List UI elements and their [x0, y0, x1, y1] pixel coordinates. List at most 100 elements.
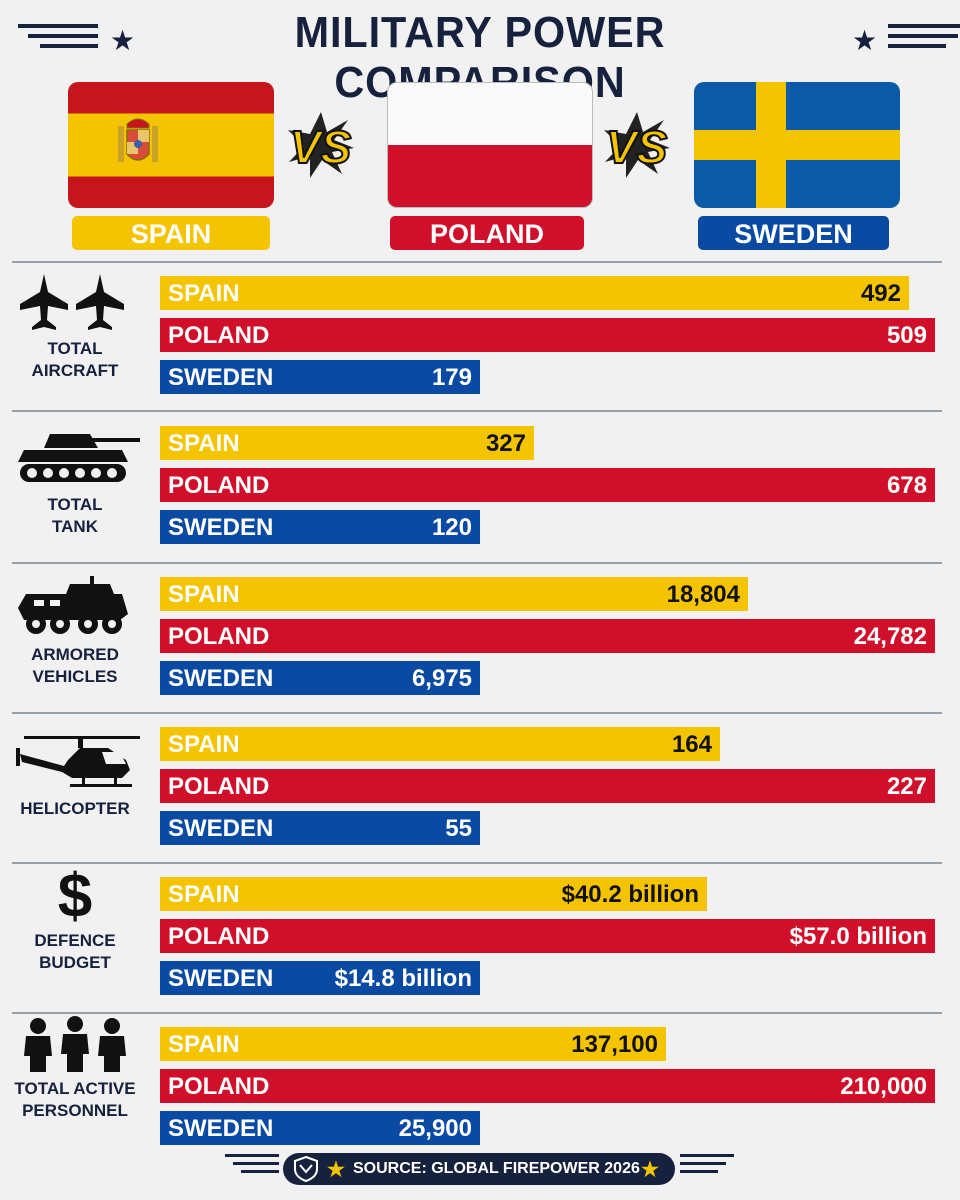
spain-nameplate: SPAIN [72, 216, 270, 250]
header-stripes-left [18, 24, 98, 54]
bar-label: SPAIN [168, 430, 240, 457]
bar-poland: POLAND 227 [160, 769, 935, 803]
bar-spain: SPAIN 492 [160, 276, 909, 310]
footer-stripes-right [680, 1154, 734, 1178]
category-label-line: HELICOPTER [20, 799, 130, 818]
bar-poland: POLAND 210,000 [160, 1069, 935, 1103]
category-label: HELICOPTER [10, 798, 140, 820]
bar-spain: SPAIN 327 [160, 426, 534, 460]
bar-label: POLAND [168, 472, 270, 499]
bar-sweden: SWEDEN 179 [160, 360, 480, 394]
coat-of-arms-icon [118, 118, 158, 162]
bar-sweden: SWEDEN 25,900 [160, 1111, 480, 1145]
category-label-line: ARMORED [31, 645, 119, 664]
star-icon: ★ [852, 25, 878, 56]
bar-label: SWEDEN [168, 815, 274, 842]
bar-value-label: 137,100 [571, 1031, 658, 1058]
tank-icon [18, 434, 140, 482]
section-divider [12, 1012, 942, 1014]
bar-value-label: $57.0 billion [789, 923, 927, 950]
bar-label: POLAND [168, 773, 270, 800]
category-label-line: AIRCRAFT [31, 361, 119, 380]
bar-label: SPAIN [168, 1031, 240, 1058]
bar-value-label: 210,000 [840, 1073, 927, 1100]
bar-label: SWEDEN [168, 514, 274, 541]
source-text: SOURCE: GLOBAL FIREPOWER 2026 [353, 1160, 640, 1177]
bar-poland: POLAND 24,782 [160, 619, 935, 653]
section-divider [12, 261, 942, 263]
category-label-line: TOTAL [47, 339, 103, 358]
bar-poland: POLAND 678 [160, 468, 935, 502]
category-label: TOTAL TANK [10, 494, 140, 538]
shield-icon [294, 1156, 318, 1182]
section-divider [12, 862, 942, 864]
bar-sweden: SWEDEN 120 [160, 510, 480, 544]
helicopter-icon [16, 736, 140, 787]
section-divider [12, 712, 942, 714]
burst-icon [288, 112, 354, 178]
bar-value-label: 327 [485, 430, 526, 457]
fighter-jet-icon [20, 274, 124, 330]
bar-poland: POLAND $57.0 billion [160, 919, 935, 953]
bar-spain: SPAIN $40.2 billion [160, 877, 707, 911]
category-label-line: VEHICLES [32, 667, 118, 686]
bar-value-label: 227 [886, 773, 927, 800]
bar-label: SPAIN [168, 581, 240, 608]
vs-label: VS [289, 120, 352, 174]
bar-value-label: 678 [886, 472, 927, 499]
bar-sweden: SWEDEN $14.8 billion [160, 961, 480, 995]
bar-label: POLAND [168, 322, 270, 349]
bar-label: POLAND [168, 623, 270, 650]
bar-label: SWEDEN [168, 965, 274, 992]
bar-sweden: SWEDEN 55 [160, 811, 480, 845]
header-stripes-right [888, 24, 960, 54]
category-label-line: TOTAL ACTIVE [14, 1079, 136, 1098]
bar-label: POLAND [168, 1073, 270, 1100]
bar-label: SWEDEN [168, 1115, 274, 1142]
vs-label: VS [605, 120, 668, 174]
poland-nameplate: POLAND [390, 216, 584, 250]
bar-spain: SPAIN 18,804 [160, 577, 748, 611]
bar-label: SPAIN [168, 881, 240, 908]
bar-sweden: SWEDEN 6,975 [160, 661, 480, 695]
dollar-icon: $ [57, 862, 93, 931]
sweden-nameplate: SWEDEN [698, 216, 889, 250]
bar-value-label: 492 [860, 280, 901, 307]
source-footer: ★ SOURCE: GLOBAL FIREPOWER 2026 ★ [283, 1153, 675, 1185]
category-label: TOTAL AIRCRAFT [10, 338, 140, 382]
soldiers-icon [24, 1016, 126, 1072]
bar-value-label: $40.2 billion [561, 881, 699, 908]
bar-value-label: 24,782 [853, 623, 927, 650]
category-label-line: TANK [52, 517, 98, 536]
bar-label: SWEDEN [168, 364, 274, 391]
star-icon: ★ [110, 25, 136, 56]
category-label-line: BUDGET [39, 953, 111, 972]
section-divider [12, 562, 942, 564]
bar-value-label: 120 [431, 514, 472, 541]
sweden-flag [694, 82, 900, 208]
spain-flag [68, 82, 274, 208]
star-icon: ★ [327, 1159, 345, 1181]
star-icon: ★ [641, 1159, 659, 1181]
bar-value-label: 509 [886, 322, 927, 349]
footer-stripes-left [225, 1154, 279, 1178]
bar-value-label: 6,975 [411, 665, 472, 692]
category-label-line: PERSONNEL [22, 1101, 128, 1120]
bar-label: SPAIN [168, 280, 240, 307]
category-label-line: DEFENCE [34, 931, 116, 950]
bar-value-label: 179 [431, 364, 472, 391]
bar-poland: POLAND 509 [160, 318, 935, 352]
bar-label: POLAND [168, 923, 270, 950]
category-label-line: TOTAL [47, 495, 103, 514]
category-label: ARMORED VEHICLES [10, 644, 140, 688]
bar-value-label: 18,804 [666, 581, 740, 608]
category-label: TOTAL ACTIVE PERSONNEL [10, 1078, 140, 1122]
bar-value-label: 164 [671, 731, 712, 758]
bar-value-label: $14.8 billion [334, 965, 472, 992]
bar-spain: SPAIN 164 [160, 727, 720, 761]
burst-icon [604, 112, 670, 178]
poland-flag [387, 82, 593, 208]
bar-value-label: 25,900 [398, 1115, 472, 1142]
bar-label: SWEDEN [168, 665, 274, 692]
bar-spain: SPAIN 137,100 [160, 1027, 666, 1061]
